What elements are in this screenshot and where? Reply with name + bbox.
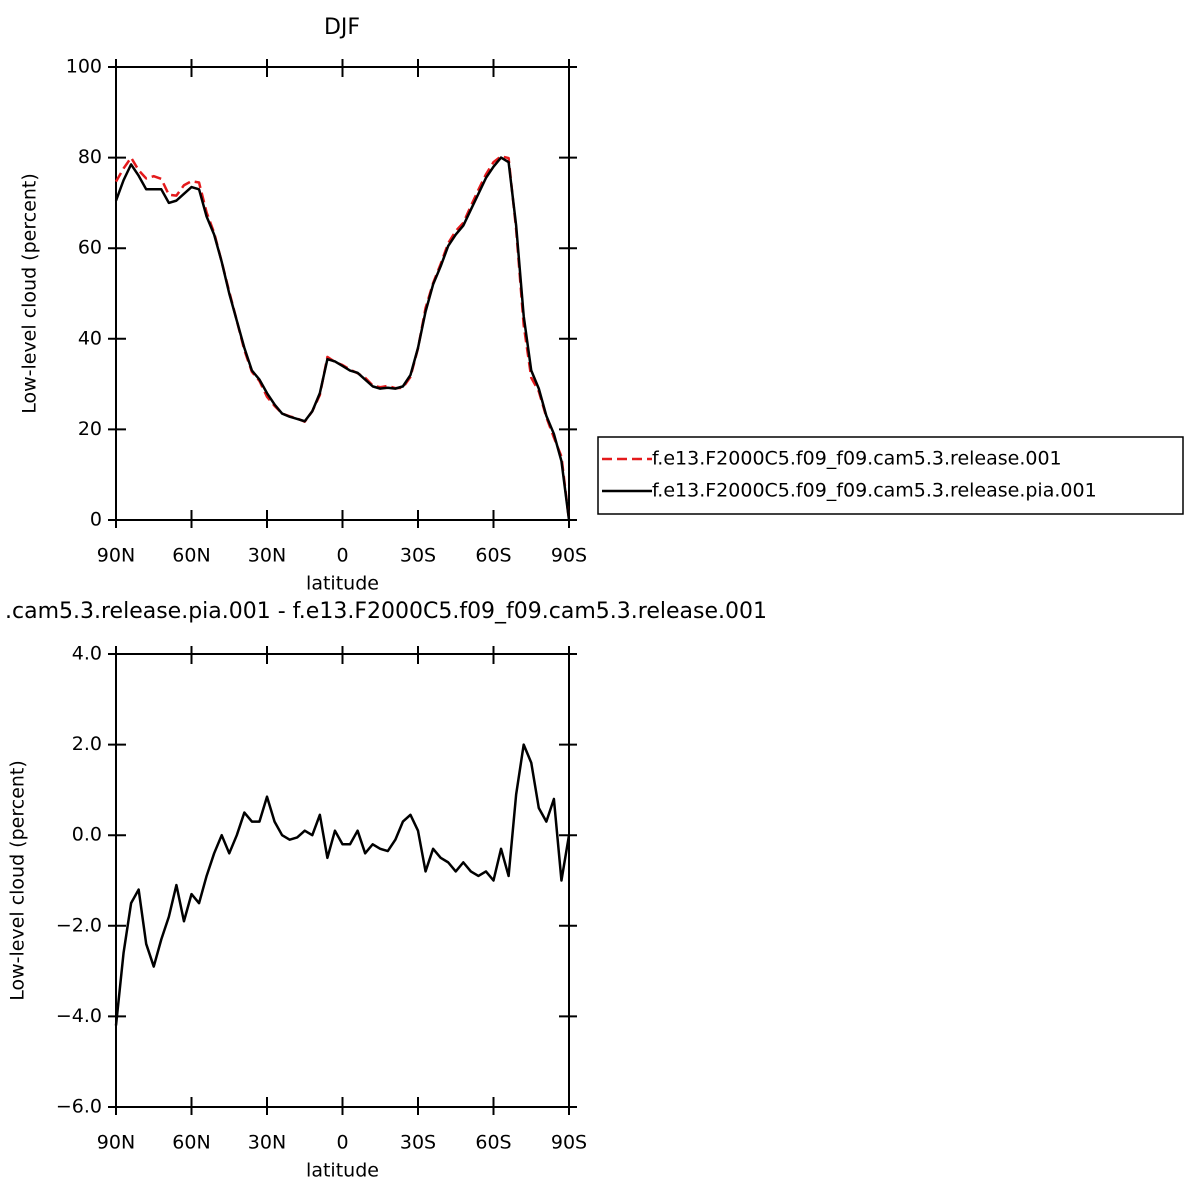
plot-frame	[115, 653, 570, 1108]
x-tick-label: 60S	[475, 1132, 511, 1154]
series-line	[114, 743, 571, 1026]
x-tick-label: 90N	[97, 1132, 135, 1154]
x-tick-label: 60N	[172, 1132, 210, 1154]
y-tick-label: 60	[78, 237, 102, 259]
x-axis-label: latitude	[306, 1160, 379, 1182]
x-tick-label: 30S	[400, 1132, 436, 1154]
x-tick-label: 30S	[400, 545, 436, 567]
x-tick-label: 90S	[551, 1132, 587, 1154]
y-tick-label: 40	[78, 327, 102, 349]
x-tick-label: 30N	[248, 545, 286, 567]
y-axis-label: Low-level cloud (percent)	[7, 760, 29, 1001]
plot-frame	[115, 66, 570, 521]
y-tick-label: −6.0	[56, 1096, 102, 1118]
x-tick-label: 0	[336, 545, 348, 567]
x-tick-label: 0	[336, 1132, 348, 1154]
legend-label: f.e13.F2000C5.f09_f09.cam5.3.release.pia…	[652, 480, 1097, 502]
series-line	[114, 156, 571, 521]
x-tick-label: 90N	[97, 545, 135, 567]
x-tick-label: 30N	[248, 1132, 286, 1154]
y-tick-label: −4.0	[56, 1005, 102, 1027]
y-tick-label: 0.0	[72, 824, 102, 846]
x-axis-label: latitude	[306, 573, 379, 595]
y-tick-label: 0	[90, 509, 102, 531]
legend-box	[597, 436, 1184, 515]
x-tick-label: 90S	[551, 545, 587, 567]
chart-title: .cam5.3.release.pia.001 - f.e13.F2000C5.…	[5, 599, 767, 624]
y-tick-label: 4.0	[72, 643, 102, 665]
legend-label: f.e13.F2000C5.f09_f09.cam5.3.release.001	[652, 448, 1062, 470]
y-axis-label: Low-level cloud (percent)	[19, 173, 41, 414]
series-line	[114, 154, 571, 521]
y-tick-label: 80	[78, 146, 102, 168]
y-tick-label: 20	[78, 418, 102, 440]
y-tick-label: −2.0	[56, 914, 102, 936]
chart-title: DJF	[324, 15, 360, 40]
x-tick-label: 60N	[172, 545, 210, 567]
x-tick-label: 60S	[475, 545, 511, 567]
y-tick-label: 2.0	[72, 733, 102, 755]
y-tick-label: 100	[66, 56, 102, 78]
